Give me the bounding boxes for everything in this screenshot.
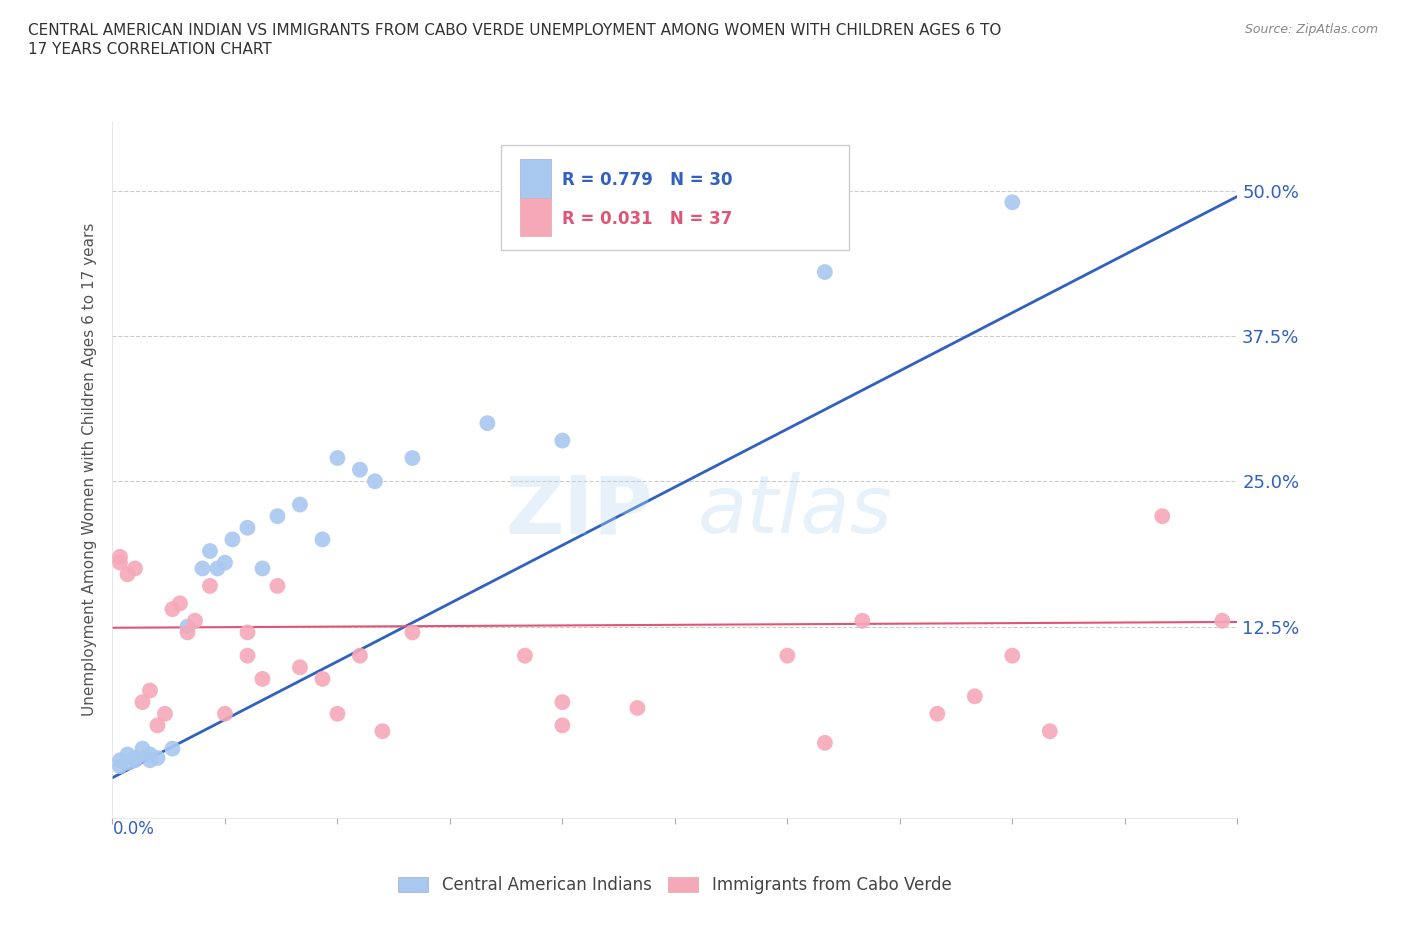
Text: atlas: atlas [697, 472, 893, 551]
Point [162, 602, 184, 617]
Point [326, 707, 349, 722]
Point [814, 736, 837, 751]
Point [124, 751, 146, 765]
Text: 0.0%: 0.0% [112, 820, 155, 838]
Y-axis label: Unemployment Among Women with Children Ages 6 to 17 years: Unemployment Among Women with Children A… [82, 223, 97, 716]
Point [117, 567, 139, 582]
Point [236, 625, 259, 640]
Point [1152, 509, 1174, 524]
Point [146, 718, 169, 733]
Text: 17 YEARS CORRELATION CHART: 17 YEARS CORRELATION CHART [28, 42, 271, 57]
Point [191, 561, 214, 576]
Point [176, 625, 198, 640]
Point [1001, 195, 1024, 210]
Point [252, 671, 274, 686]
Point [236, 521, 259, 536]
Point [252, 561, 274, 576]
Point [139, 753, 162, 768]
Point [214, 707, 236, 722]
Point [1211, 614, 1233, 629]
Point [349, 648, 371, 663]
Point [288, 498, 311, 512]
Point [851, 614, 873, 629]
Point [266, 509, 288, 524]
Point [198, 578, 221, 593]
Point [551, 433, 574, 448]
Point [513, 648, 536, 663]
Point [124, 561, 146, 576]
Point [198, 543, 221, 558]
Point [169, 596, 191, 611]
Point [1001, 648, 1024, 663]
Point [401, 625, 423, 640]
Text: Source: ZipAtlas.com: Source: ZipAtlas.com [1244, 23, 1378, 36]
Point [236, 648, 259, 663]
Point [551, 718, 574, 733]
Point [214, 555, 236, 570]
Point [371, 724, 394, 738]
Point [477, 416, 499, 431]
Point [551, 695, 574, 710]
Point [266, 578, 288, 593]
Point [364, 474, 387, 489]
Point [108, 759, 131, 774]
Point [176, 619, 198, 634]
Point [108, 555, 131, 570]
Point [326, 451, 349, 466]
Text: R = 0.779   N = 30: R = 0.779 N = 30 [562, 171, 733, 189]
Point [131, 695, 153, 710]
FancyBboxPatch shape [520, 159, 551, 198]
FancyBboxPatch shape [520, 198, 551, 236]
Point [927, 707, 949, 722]
Point [311, 532, 333, 547]
Text: ZIP: ZIP [505, 472, 652, 551]
Point [153, 707, 176, 722]
Point [108, 753, 131, 768]
Point [814, 265, 837, 280]
Point [139, 683, 162, 698]
Point [108, 550, 131, 565]
Point [401, 451, 423, 466]
Text: CENTRAL AMERICAN INDIAN VS IMMIGRANTS FROM CABO VERDE UNEMPLOYMENT AMONG WOMEN W: CENTRAL AMERICAN INDIAN VS IMMIGRANTS FR… [28, 23, 1001, 38]
Point [207, 561, 229, 576]
Point [124, 753, 146, 768]
Point [139, 747, 162, 762]
Point [146, 751, 169, 765]
Point [311, 671, 333, 686]
Point [776, 648, 799, 663]
Legend: Central American Indians, Immigrants from Cabo Verde: Central American Indians, Immigrants fro… [392, 870, 957, 901]
Point [221, 532, 243, 547]
Point [349, 462, 371, 477]
FancyBboxPatch shape [501, 145, 849, 250]
Text: R = 0.031   N = 37: R = 0.031 N = 37 [562, 209, 733, 228]
Point [626, 700, 648, 715]
Point [1039, 724, 1062, 738]
Point [131, 741, 153, 756]
Point [117, 747, 139, 762]
Point [117, 755, 139, 770]
Point [184, 614, 207, 629]
Point [162, 741, 184, 756]
Point [963, 689, 986, 704]
Point [288, 660, 311, 675]
